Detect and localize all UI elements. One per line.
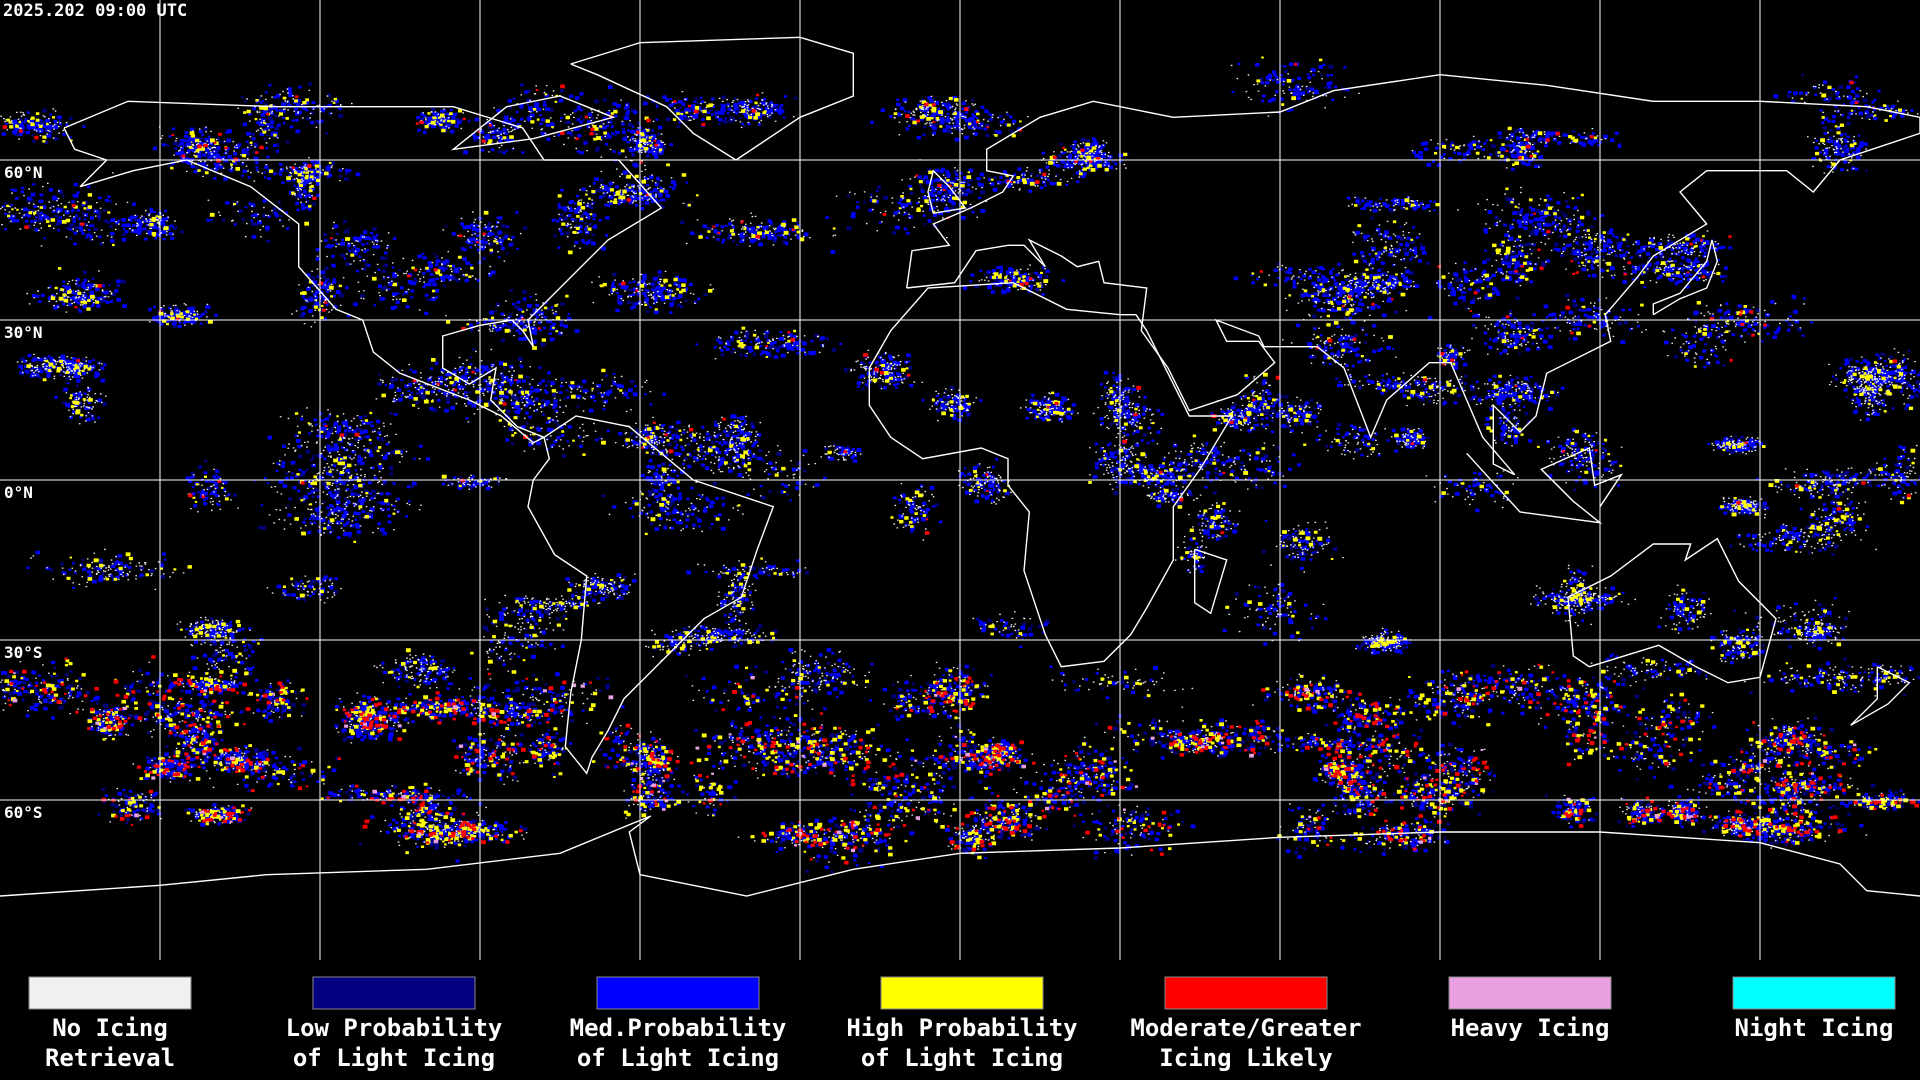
legend-swatch: [1732, 976, 1896, 1010]
legend-label: Med.Probability: [570, 1014, 787, 1042]
legend-label: Retrieval: [45, 1044, 175, 1072]
latitude-label: 60°N: [4, 163, 43, 182]
coastline: [1652, 239, 1719, 316]
coastline: [906, 73, 1920, 476]
legend-swatch: [880, 976, 1044, 1010]
icing-pixels: [0, 64, 1920, 863]
legend-swatch: [596, 976, 760, 1010]
coastline: [63, 100, 663, 444]
latitude-labels: 60°N 30°N 0°N 30°S 60°S: [4, 163, 43, 822]
legend-label: Low Probability: [286, 1014, 503, 1042]
coastline: [868, 281, 1234, 668]
coastline: [527, 415, 775, 775]
coastline: [1194, 548, 1228, 615]
legend-label: Moderate/Greater: [1130, 1014, 1361, 1042]
legend-label: of Light Icing: [293, 1044, 495, 1072]
timestamp: 2025.202 09:00 UTC: [3, 1, 187, 21]
legend-swatch: [1164, 976, 1328, 1010]
latitude-label: 0°N: [4, 483, 33, 502]
latitude-label: 30°S: [4, 643, 43, 662]
legend-label: Icing Likely: [1159, 1044, 1332, 1072]
legend-label: of Light Icing: [861, 1044, 1063, 1072]
icing-layer: [0, 56, 1920, 874]
coastline: [450, 95, 616, 151]
legend-label: Night Icing: [1735, 1014, 1894, 1042]
latitude-label: 30°N: [4, 323, 43, 342]
coastline: [1466, 446, 1624, 524]
latitude-label: 60°S: [4, 803, 43, 822]
legend-label: Heavy Icing: [1451, 1014, 1610, 1042]
graticule: [0, 0, 1920, 960]
legend-swatch: [28, 976, 192, 1010]
coastline: [1567, 537, 1777, 684]
legend-label: High Probability: [846, 1014, 1077, 1042]
coastline: [1850, 666, 1911, 726]
legend-swatch: [312, 976, 476, 1010]
legend-label: No Icing: [52, 1014, 168, 1042]
legend-label: of Light Icing: [577, 1044, 779, 1072]
legend-swatch: [1448, 976, 1612, 1010]
